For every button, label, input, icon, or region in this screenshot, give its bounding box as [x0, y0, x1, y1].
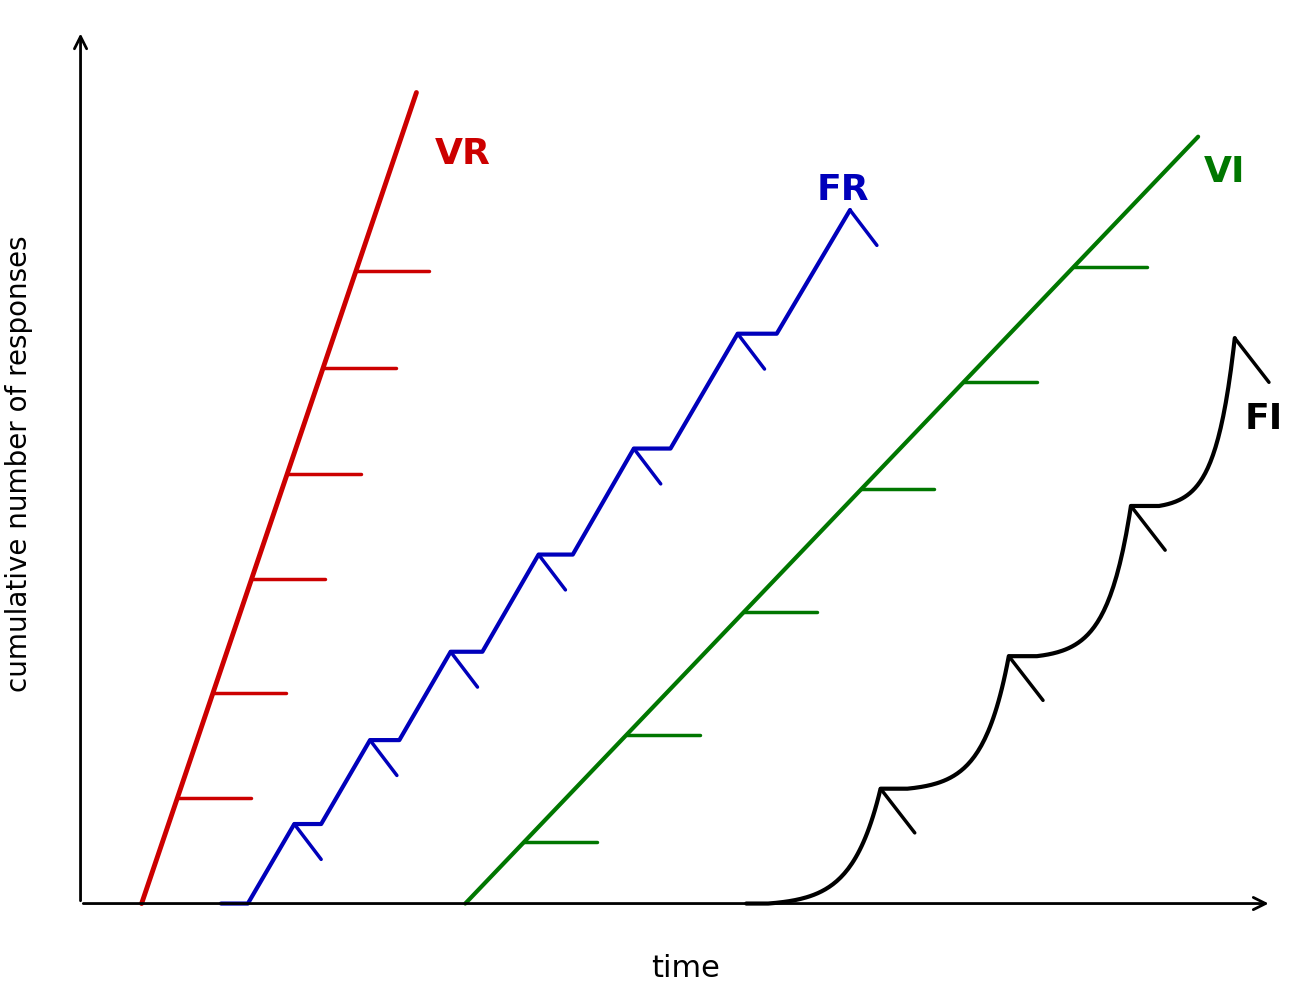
Text: FI: FI — [1244, 402, 1283, 436]
Text: VI: VI — [1204, 155, 1245, 189]
Text: cumulative number of responses: cumulative number of responses — [5, 235, 34, 692]
Text: VR: VR — [434, 138, 490, 171]
Text: FR: FR — [816, 173, 870, 206]
Text: time: time — [651, 954, 720, 983]
